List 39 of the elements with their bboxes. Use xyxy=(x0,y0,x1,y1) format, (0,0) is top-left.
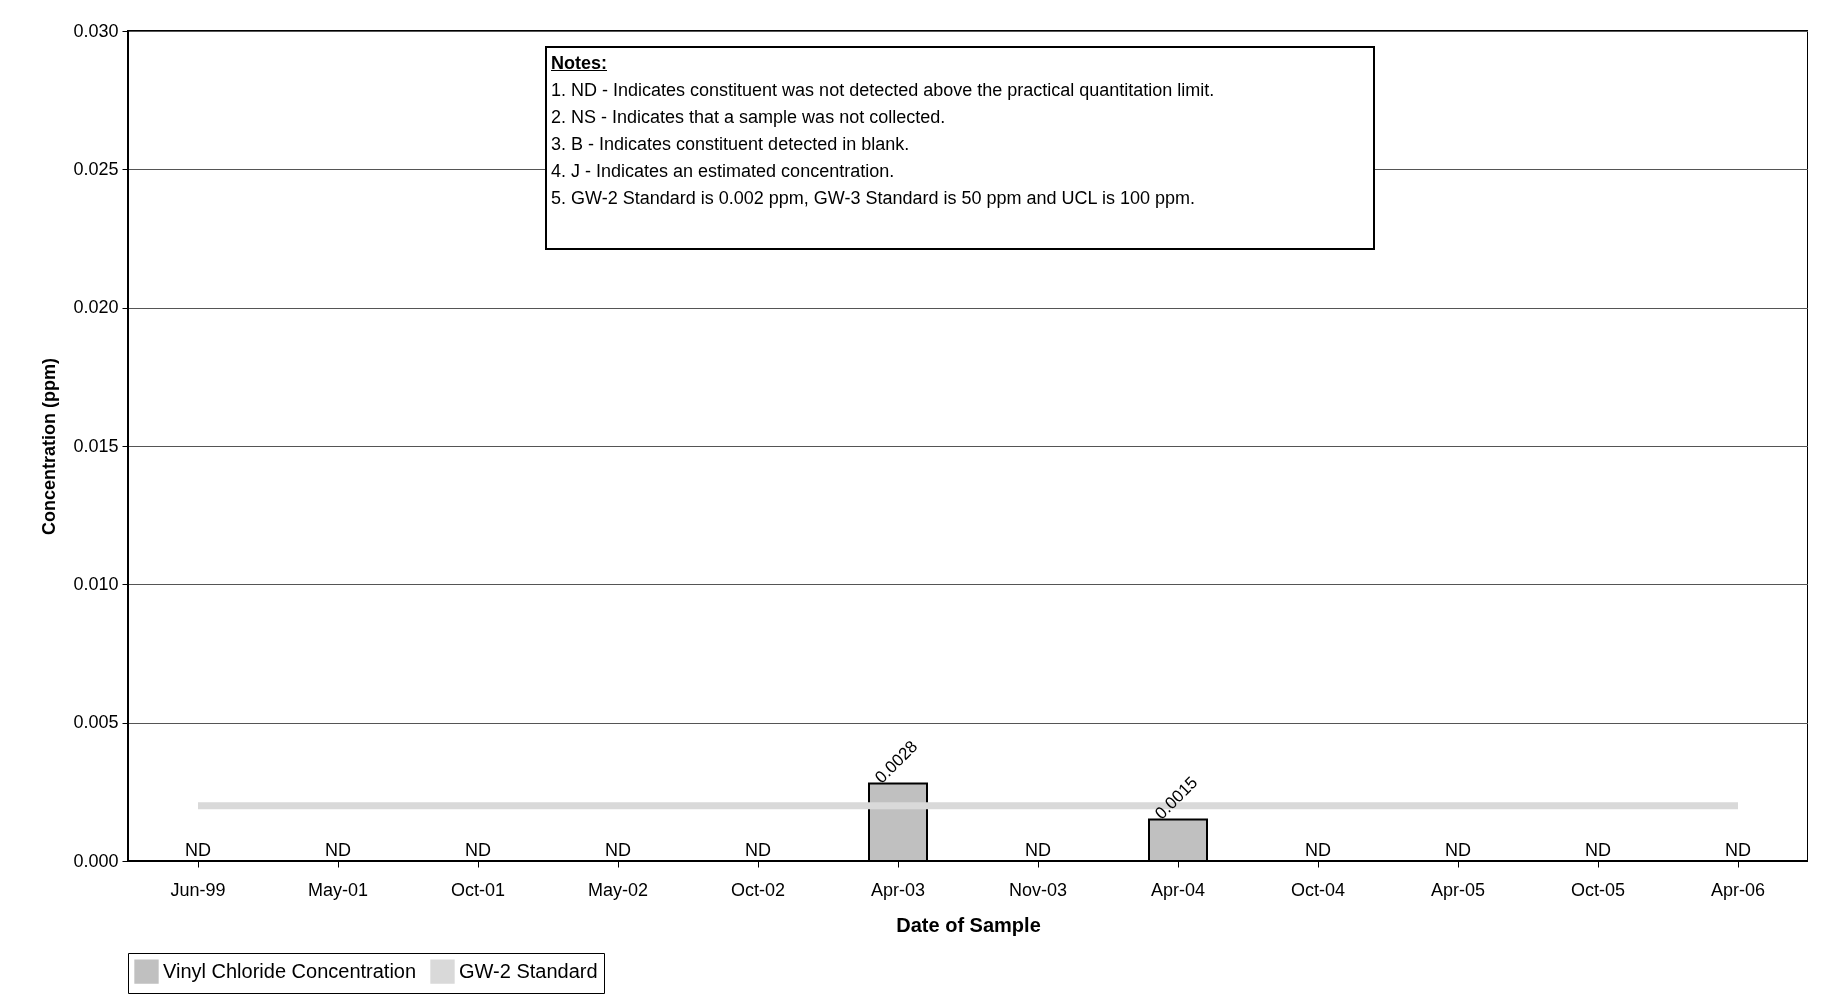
text: ND xyxy=(745,840,771,860)
text: ND xyxy=(325,840,351,860)
y-tick-label: 0.005 xyxy=(73,712,119,733)
x-tick-label: May-02 xyxy=(587,879,649,900)
x-tick-label: Apr-06 xyxy=(1710,879,1766,900)
y-axis-title: Concentration (ppm) xyxy=(39,358,60,535)
annotation: 5. GW-2 Standard is 0.002 ppm, GW-3 Standard is 50 ppm and UCL is 100 ppm. xyxy=(551,187,1196,210)
annotation: 2. NS - Indicates that a sample was not collected. xyxy=(551,106,947,129)
annotation: 4. J - Indicates an estimated concentration. xyxy=(551,160,896,183)
y-tick-label: 0.010 xyxy=(73,573,119,594)
y-tick-label: 0.030 xyxy=(73,20,119,41)
y-tick-label: 0.025 xyxy=(73,158,119,179)
y-tick-label: 0.000 xyxy=(73,850,119,871)
x-tick-label: Oct-02 xyxy=(730,879,786,900)
text: ND xyxy=(1585,840,1611,860)
text: ND xyxy=(185,840,211,860)
legend-label: GW-2 Standard xyxy=(459,959,598,982)
x-tick-label: May-01 xyxy=(307,879,369,900)
text: ND xyxy=(605,840,631,860)
text: ND xyxy=(1305,840,1331,860)
y-tick-label: 0.015 xyxy=(73,435,119,456)
text: ND xyxy=(1445,840,1471,860)
x-tick-label: Apr-04 xyxy=(1150,879,1206,900)
x-tick-label: Oct-05 xyxy=(1570,879,1626,900)
text: ND xyxy=(465,840,491,860)
x-tick-label: Apr-03 xyxy=(870,879,926,900)
annotation: Notes: xyxy=(551,52,608,75)
x-tick-label: Nov-03 xyxy=(1008,879,1068,900)
legend-label: Vinyl Chloride Concentration xyxy=(163,959,417,982)
x-tick-label: Apr-05 xyxy=(1430,879,1486,900)
x-axis-title: Date of Sample xyxy=(896,913,1041,936)
x-tick-label: Oct-01 xyxy=(450,879,506,900)
x-tick-label: Jun-99 xyxy=(170,879,226,900)
annotation: 3. B - Indicates constituent detected in blank. xyxy=(551,133,911,156)
text: ND xyxy=(1025,840,1051,860)
y-tick-label: 0.020 xyxy=(73,297,119,318)
annotation: 1. ND - Indicates constituent was not detected above the practical quantitation limit. xyxy=(551,79,1216,102)
x-tick-label: Oct-04 xyxy=(1290,879,1346,900)
text: ND xyxy=(1725,840,1751,860)
